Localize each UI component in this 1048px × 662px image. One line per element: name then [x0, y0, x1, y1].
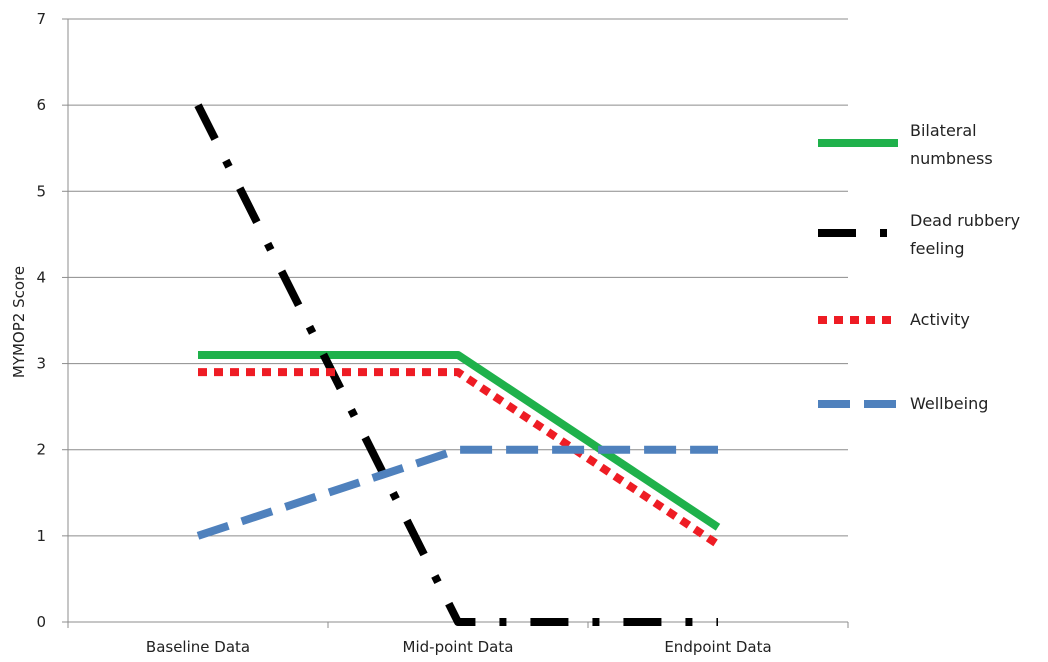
legend-label-2: Dead rubbery: [910, 211, 1020, 230]
y-tick-label: 6: [36, 96, 46, 114]
y-tick-label: 7: [36, 10, 46, 28]
series-line-3: [198, 368, 721, 548]
y-tick-label: 4: [36, 268, 46, 286]
legend-label-1: numbness: [910, 149, 993, 168]
gridlines: [68, 18, 848, 537]
x-tick-label: Baseline Data: [146, 638, 250, 656]
series-line-4: [196, 445, 718, 540]
legend-label-4: Wellbeing: [910, 394, 988, 413]
y-tick-label: 3: [36, 355, 46, 373]
y-tick-label: 1: [36, 527, 46, 545]
x-tick-label: Mid-point Data: [403, 638, 514, 656]
y-axis: 0 1 2 3 4 5 6 7: [36, 10, 69, 631]
series-lines: [194, 103, 721, 626]
series-line-2: [194, 103, 718, 626]
legend-label-1: Bilateral: [910, 121, 977, 140]
y-tick-label: 2: [36, 441, 46, 459]
x-tick-label: Endpoint Data: [664, 638, 771, 656]
legend-label-3: Activity: [910, 310, 970, 329]
y-tick-label: 0: [36, 613, 46, 631]
y-axis-title: MYMOP2 Score: [10, 266, 28, 378]
x-axis: Baseline Data Mid-point Data Endpoint Data: [67, 621, 849, 656]
y-tick-label: 5: [36, 182, 46, 200]
legend: Bilateral numbness Dead rubbery feeling Acti…: [818, 121, 1020, 413]
series-line-1: [198, 350, 721, 531]
legend-label-2: feeling: [910, 239, 965, 258]
